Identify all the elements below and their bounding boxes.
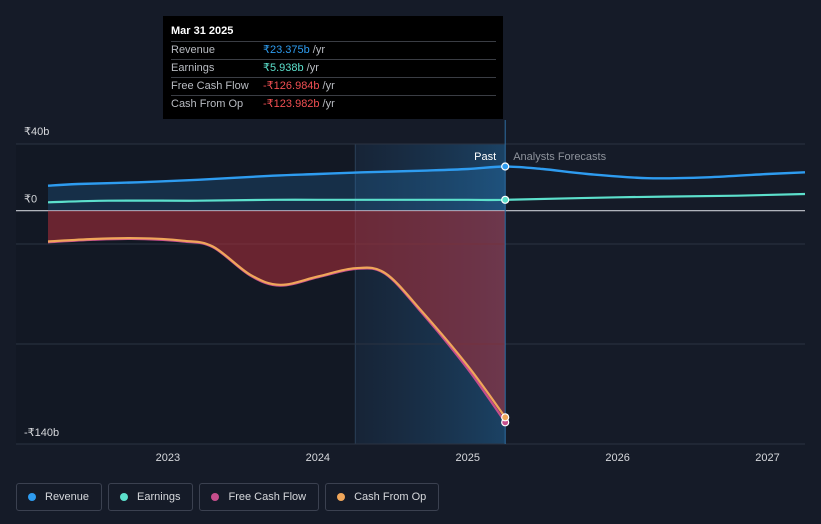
tooltip-row-earnings: Earnings ₹5.938b /yr xyxy=(171,59,496,77)
tooltip-label: Earnings xyxy=(171,62,215,74)
series-line-revenue xyxy=(47,165,806,187)
tooltip-label: Cash From Op xyxy=(171,98,244,110)
tooltip: Mar 31 2025 Revenue ₹23.375b /yr Earning… xyxy=(163,16,503,119)
y-tick-label: -₹140b xyxy=(24,427,59,439)
x-tick-label: 2026 xyxy=(605,452,629,464)
x-tick-label: 2024 xyxy=(306,452,330,464)
y-tick-label: ₹40b xyxy=(24,126,49,138)
tooltip-unit: /yr xyxy=(306,62,319,74)
legend-item-cash-from-op[interactable]: Cash From Op xyxy=(325,483,440,511)
tooltip-value: -₹126.984b xyxy=(263,80,320,92)
legend-dot-icon xyxy=(337,493,346,501)
x-tick-label: 2025 xyxy=(455,452,479,464)
legend: Revenue Earnings Free Cash Flow Cash Fro… xyxy=(16,483,440,511)
legend-label: Cash From Op xyxy=(354,491,427,503)
tooltip-value: ₹23.375b xyxy=(263,44,310,56)
legend-item-earnings[interactable]: Earnings xyxy=(108,483,194,511)
marker-cash-from-op xyxy=(501,413,510,422)
legend-label: Earnings xyxy=(137,491,181,503)
legend-item-free-cash-flow[interactable]: Free Cash Flow xyxy=(199,483,320,511)
tooltip-row-cash-from-op: Cash From Op -₹123.982b /yr xyxy=(171,95,496,113)
tooltip-row-revenue: Revenue ₹23.375b /yr xyxy=(171,41,496,59)
legend-item-revenue[interactable]: Revenue xyxy=(16,483,103,511)
tooltip-label: Revenue xyxy=(171,44,216,56)
legend-label: Revenue xyxy=(45,491,90,503)
forecast-label: Analysts Forecasts xyxy=(513,151,606,163)
tooltip-unit: /yr xyxy=(322,80,335,92)
x-tick-label: 2023 xyxy=(156,452,180,464)
x-tick-label: 2027 xyxy=(755,452,779,464)
tooltip-unit: /yr xyxy=(312,44,325,56)
tooltip-unit: /yr xyxy=(322,98,335,110)
series-line-earnings xyxy=(47,192,806,204)
marker-earnings xyxy=(501,195,510,204)
legend-dot-icon xyxy=(120,493,129,501)
legend-label: Free Cash Flow xyxy=(228,491,307,503)
past-label: Past xyxy=(474,151,496,163)
tooltip-label: Free Cash Flow xyxy=(171,80,249,92)
legend-dot-icon xyxy=(28,493,36,501)
legend-dot-icon xyxy=(211,493,220,501)
plot-background xyxy=(16,144,356,444)
y-tick-label: ₹0 xyxy=(24,194,37,206)
free-cash-flow-area xyxy=(48,210,506,423)
tooltip-row-free-cash-flow: Free Cash Flow -₹126.984b /yr xyxy=(171,77,496,95)
tooltip-value: ₹5.938b xyxy=(263,62,304,74)
marker-revenue xyxy=(501,162,510,171)
tooltip-date: Mar 31 2025 xyxy=(171,25,234,37)
series-line-cash-from-op xyxy=(47,237,507,418)
tooltip-value: -₹123.982b xyxy=(263,98,320,110)
